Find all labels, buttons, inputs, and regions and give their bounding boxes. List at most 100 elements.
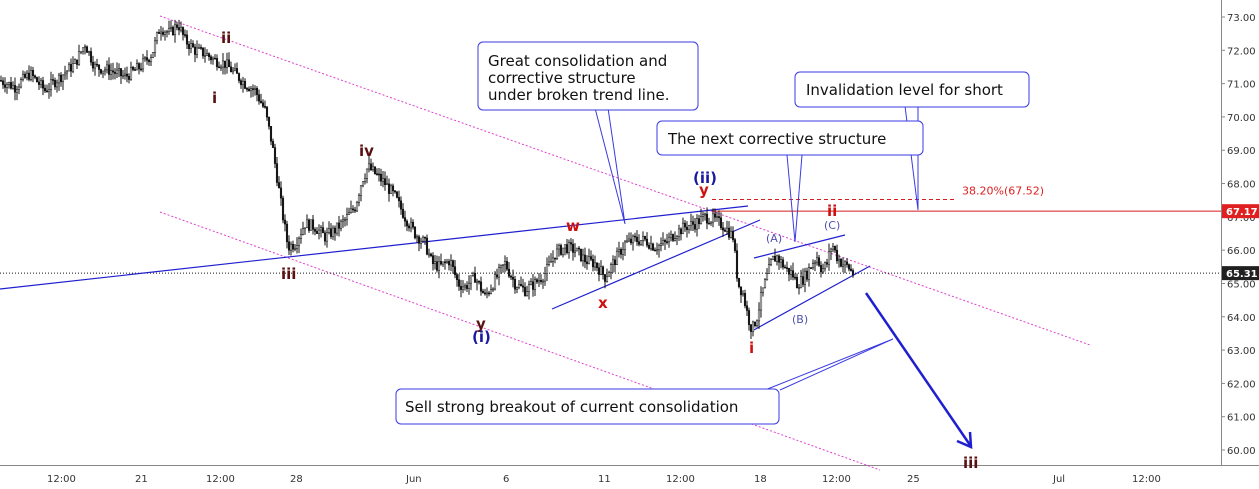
candle-body xyxy=(35,77,39,83)
candle-body xyxy=(811,263,815,268)
candle-body xyxy=(105,64,109,71)
candle-body xyxy=(83,46,87,49)
candle-body xyxy=(497,267,501,278)
candle-body xyxy=(139,68,143,71)
candle-body xyxy=(755,320,759,327)
candle-body xyxy=(485,292,489,295)
candle-body xyxy=(357,195,361,203)
candle-body xyxy=(731,230,735,240)
candle-body xyxy=(49,79,53,90)
candle-body xyxy=(455,274,459,281)
candle-body xyxy=(187,43,191,49)
wave-label: y xyxy=(476,315,486,333)
candle-body xyxy=(639,240,643,245)
candle-body xyxy=(519,284,523,287)
wave-label: iii xyxy=(963,454,978,472)
candle-body xyxy=(845,261,849,265)
candle-body xyxy=(737,277,741,288)
candle-body xyxy=(787,267,791,275)
candle-body xyxy=(841,264,845,267)
candle-body xyxy=(693,224,697,230)
candle-body xyxy=(501,264,505,267)
candle-body xyxy=(445,261,449,263)
candle-body xyxy=(225,59,229,68)
candle-body xyxy=(567,242,571,254)
candle-body xyxy=(341,219,345,222)
candle-body xyxy=(835,249,839,262)
candle-body xyxy=(229,66,233,73)
candle-body xyxy=(569,242,573,245)
candle-body xyxy=(827,251,831,265)
x-tick-label: 12:00 xyxy=(1132,474,1161,485)
candle-body xyxy=(523,287,527,296)
candle-body xyxy=(293,248,297,250)
candle-body xyxy=(213,57,217,60)
candle-body xyxy=(463,285,467,288)
y-tick-label: 67.00 xyxy=(1227,213,1256,224)
candle-body xyxy=(615,250,619,266)
callout-line: corrective structure xyxy=(488,69,636,87)
candle-body xyxy=(351,208,355,211)
wave-label: x xyxy=(598,294,608,312)
candle-body xyxy=(467,282,471,289)
candle-body xyxy=(355,201,359,212)
wave-label: ii xyxy=(827,202,837,220)
candle-body xyxy=(815,257,819,263)
x-tick-label: 12:00 xyxy=(206,474,235,485)
wave-label: i xyxy=(212,89,217,107)
candle-body xyxy=(227,59,231,68)
candle-body xyxy=(795,276,799,289)
candle-body xyxy=(81,47,85,52)
wave-label: ii xyxy=(221,29,231,47)
candle-body xyxy=(365,168,369,179)
candle-body xyxy=(477,280,481,283)
candle-body xyxy=(605,276,609,282)
y-tick-label: 65.00 xyxy=(1227,279,1256,290)
candle-body xyxy=(681,222,685,235)
candle-body xyxy=(625,240,629,243)
candle-body xyxy=(753,321,757,327)
candle-body xyxy=(601,266,605,275)
y-tick-label: 71.00 xyxy=(1227,80,1256,91)
candle-body xyxy=(115,69,119,74)
candle-body xyxy=(433,261,437,265)
candle-body xyxy=(717,216,721,219)
price-candles xyxy=(0,19,855,339)
candle-body xyxy=(801,276,805,285)
candle-body xyxy=(107,64,111,75)
candle-body xyxy=(133,69,137,71)
candle-body xyxy=(311,219,315,230)
candle-body xyxy=(121,75,125,77)
level-price-tag: 67.17 xyxy=(1222,204,1259,219)
candle-body xyxy=(399,200,403,210)
callout-pointer xyxy=(786,154,803,243)
candle-body xyxy=(235,68,239,74)
x-tick-label: 18 xyxy=(754,474,767,485)
fib-label: 38.20%(67.52) xyxy=(962,185,1044,198)
candle-body xyxy=(785,267,789,269)
callout-line: Invalidation level for short xyxy=(806,81,1003,99)
candle-body xyxy=(319,227,323,231)
candle-body xyxy=(297,238,301,246)
candle-body xyxy=(611,259,615,265)
candle-body xyxy=(69,64,73,72)
candle-body xyxy=(747,310,751,325)
candle-body xyxy=(385,183,389,186)
candle-body xyxy=(387,183,391,194)
candle-body xyxy=(769,259,773,265)
candle-body xyxy=(285,223,289,243)
candle-body xyxy=(75,59,79,65)
candle-body xyxy=(489,289,493,294)
candle-body xyxy=(267,116,271,127)
x-tick-label: Jul xyxy=(1052,474,1065,485)
candle-body xyxy=(379,173,383,182)
candle-body xyxy=(645,238,649,246)
candle-body xyxy=(677,228,681,237)
candle-body xyxy=(471,273,475,277)
candle-body xyxy=(535,279,539,283)
candle-body xyxy=(503,261,507,266)
y-tick-label: 66.00 xyxy=(1227,246,1256,257)
candle-body xyxy=(393,190,397,193)
candle-body xyxy=(711,213,715,223)
candle-body xyxy=(729,230,733,238)
